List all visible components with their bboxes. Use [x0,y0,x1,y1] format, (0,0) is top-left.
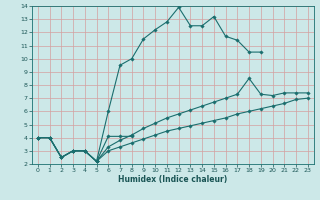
X-axis label: Humidex (Indice chaleur): Humidex (Indice chaleur) [118,175,228,184]
